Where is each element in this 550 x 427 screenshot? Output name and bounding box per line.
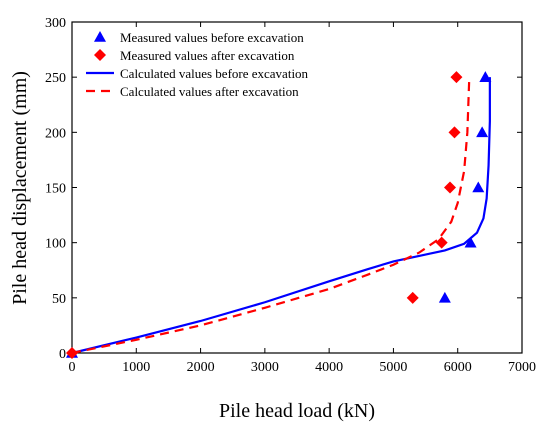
y-tick-label: 200 <box>45 126 66 141</box>
legend-label: Measured values before excavation <box>120 30 304 45</box>
x-tick-label: 2000 <box>187 360 215 375</box>
legend-label: Calculated values after excavation <box>120 84 299 99</box>
data-point-measured-values-after-excavation <box>66 347 78 359</box>
legend-marker <box>94 49 106 61</box>
data-point-measured-values-before-excavation <box>438 291 451 303</box>
legend-label: Measured values after excavation <box>120 48 295 63</box>
data-point-measured-values-before-excavation <box>464 236 477 248</box>
x-tick-label: 5000 <box>379 360 407 375</box>
x-axis-title: Pile head load (kN) <box>219 400 375 422</box>
legend-marker <box>94 31 106 42</box>
y-tick-label: 50 <box>52 292 66 307</box>
x-tick-label: 3000 <box>251 360 279 375</box>
y-tick-label: 0 <box>59 347 66 362</box>
x-tick-label: 1000 <box>122 360 150 375</box>
series-line-calculated-values-before-excavation <box>71 77 491 355</box>
legend: Measured values before excavation Measure… <box>86 30 309 99</box>
series-line-calculated-values-after-excavation <box>71 77 471 355</box>
plot-area: 0 1000 2000 3000 4000 5000 6000 7000 0 50 100 150 20… <box>45 16 536 375</box>
series-layer <box>66 71 492 359</box>
data-point-measured-values-after-excavation <box>406 291 419 304</box>
data-point-measured-values-after-excavation <box>444 181 456 194</box>
data-point-measured-values-after-excavation <box>450 71 463 84</box>
x-tick-label: 0 <box>69 360 76 375</box>
y-tick-label: 150 <box>45 182 66 197</box>
x-tick-label: 7000 <box>508 360 536 375</box>
data-point-measured-values-after-excavation <box>448 126 461 139</box>
data-point-measured-values-before-excavation <box>476 126 489 138</box>
data-point-measured-values-before-excavation <box>479 71 492 82</box>
y-tick-label: 300 <box>45 16 66 31</box>
x-tick-label: 6000 <box>444 360 472 375</box>
legend-label: Calculated values before excavation <box>120 66 309 81</box>
y-tick-label: 250 <box>45 71 66 86</box>
data-point-measured-values-before-excavation <box>472 181 485 193</box>
data-point-measured-values-after-excavation <box>435 236 448 249</box>
x-tick-label: 4000 <box>315 360 343 375</box>
y-tick-label: 100 <box>45 237 66 252</box>
y-axis-title: Pile head displacement (mm) <box>9 71 31 305</box>
